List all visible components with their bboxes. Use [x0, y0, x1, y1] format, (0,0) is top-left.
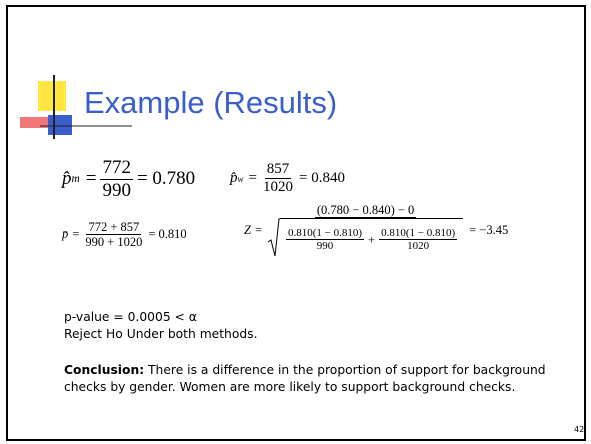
decor-red — [20, 117, 72, 128]
eq-fraction: 772 + 857 990 + 1020 — [83, 220, 144, 250]
sub-num: 0.810(1 − 0.810) — [286, 226, 365, 241]
sub-fraction: 0.810(1 − 0.810) 990 — [286, 226, 365, 253]
conclusion-paragraph: Conclusion: There is a difference in the… — [64, 362, 564, 396]
eq-den: 1020 — [262, 179, 293, 196]
eq-fraction: 772 990 — [100, 157, 133, 202]
eq-p-m: p̂ m = 772 990 = 0.780 — [62, 157, 195, 202]
eq-var: p̂ — [62, 168, 72, 190]
sub-den: 1020 — [407, 240, 430, 253]
eq-result: = 0.780 — [136, 168, 196, 190]
eq-sqrt: 0.810(1 − 0.810) 990 + 0.810(1 − 0.810) 10… — [266, 218, 465, 258]
eq-num: (0.780 − 0.840) − 0 — [314, 203, 417, 219]
conclusion-text: There is a difference in the proportion … — [64, 363, 546, 394]
eq-result: = 0.840 — [298, 170, 345, 187]
eq-var: p̄ — [62, 227, 69, 242]
eq-var: p̂ — [230, 170, 238, 187]
eq-num: 772 — [100, 157, 133, 180]
sub-fraction: 0.810(1 − 0.810) 1020 — [379, 226, 458, 253]
slide-title: Example (Results) — [84, 85, 338, 120]
eq-num: 857 — [264, 161, 292, 180]
eq-result: = −3.45 — [469, 223, 509, 238]
eq-num: 772 + 857 — [86, 220, 142, 236]
eq-var: Z — [244, 223, 251, 238]
p-value-line: p-value = 0.0005 < α — [64, 310, 197, 324]
eq-result: = 0.810 — [148, 227, 187, 242]
eq-sign: = — [254, 223, 263, 238]
eq-sign: = — [248, 170, 257, 187]
radicand: 0.810(1 − 0.810) 990 + 0.810(1 − 0.810) 10… — [280, 218, 464, 258]
eq-p-w: p̂ w = 857 1020 = 0.840 — [230, 161, 345, 197]
sub-den: 990 — [316, 240, 334, 253]
eq-p-pooled: p̄ = 772 + 857 990 + 1020 = 0.810 — [62, 220, 187, 250]
eq-fraction: 857 1020 — [261, 161, 295, 197]
eq-sign: = — [85, 168, 97, 190]
page-number: 42 — [574, 425, 585, 434]
eq-den: 990 + 1020 — [85, 235, 143, 250]
radical-sign — [268, 218, 281, 257]
sub-num: 0.810(1 − 0.810) — [379, 226, 458, 241]
decor-yellow — [38, 81, 66, 111]
decor-blue — [48, 115, 72, 135]
reject-line: Reject Ho Under both methods. — [64, 327, 258, 341]
eq-z: Z = (0.780 − 0.840) − 0 0.810(1 − 0.810)… — [244, 203, 508, 258]
eq-sign: = — [72, 227, 80, 242]
eq-fraction: (0.780 − 0.840) − 0 0.810(1 − 0.810) 990 … — [266, 203, 465, 258]
title-decoration — [20, 75, 132, 139]
eq-den: 990 — [102, 179, 131, 201]
slide-frame: Example (Results) p̂ m = 772 990 = 0.780 p… — [6, 5, 586, 441]
eq-sub: w — [237, 173, 244, 184]
conclusion-label: Conclusion: — [64, 363, 145, 377]
plus-sign: + — [368, 232, 376, 247]
eq-sub: m — [71, 173, 80, 186]
